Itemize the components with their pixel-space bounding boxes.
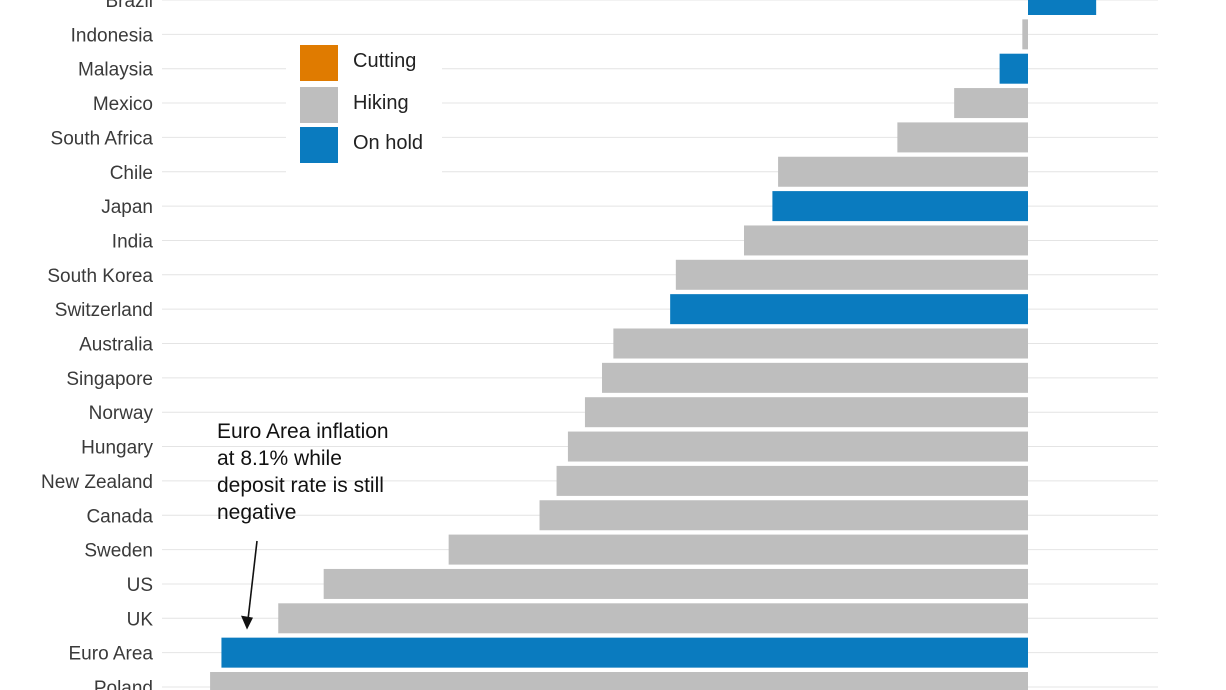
annotation-line-4: negative (217, 501, 296, 524)
bar-mexico (954, 88, 1028, 119)
annotation: Euro Area inflation at 8.1% while deposit … (217, 420, 389, 630)
category-label-new-zealand: New Zealand (41, 472, 153, 493)
legend-label-on-hold: On hold (353, 132, 423, 154)
legend: Cutting Hiking On hold (286, 35, 442, 175)
legend-swatch-on-hold (300, 127, 338, 163)
category-label-mexico: Mexico (93, 94, 153, 115)
category-label-singapore: Singapore (66, 369, 153, 390)
annotation-line-3: deposit rate is still (217, 474, 384, 497)
category-label-australia: Australia (79, 335, 153, 356)
bar-new-zealand (556, 465, 1028, 496)
bar-indonesia (1022, 19, 1028, 50)
category-label-sweden: Sweden (84, 541, 153, 562)
category-label-indonesia: Indonesia (71, 25, 154, 46)
legend-label-cutting: Cutting (353, 50, 416, 72)
category-label-uk: UK (127, 609, 154, 630)
bar-hungary (567, 431, 1028, 462)
category-label-euro-area: Euro Area (69, 644, 154, 665)
bar-uk (278, 603, 1028, 634)
bar-malaysia (999, 53, 1028, 84)
annotation-arrow-head (241, 615, 253, 630)
category-label-norway: Norway (89, 403, 154, 424)
category-label-canada: Canada (86, 506, 153, 527)
bar-switzerland (670, 294, 1028, 325)
legend-label-hiking: Hiking (353, 92, 409, 114)
bar-brazil (1028, 0, 1097, 15)
bar-chile (778, 156, 1028, 187)
bar-canada (539, 500, 1028, 531)
category-label-brazil: Brazil (105, 0, 153, 12)
bar-south-africa (897, 122, 1028, 153)
category-label-hungary: Hungary (81, 438, 153, 459)
category-label-chile: Chile (110, 163, 153, 184)
category-label-malaysia: Malaysia (78, 60, 153, 81)
bar-india (744, 225, 1028, 256)
bar-us (323, 568, 1028, 599)
category-label-us: US (127, 575, 153, 596)
bar-euro-area (221, 637, 1028, 668)
bar-japan (772, 191, 1028, 222)
category-label-india: India (112, 231, 154, 252)
bars (210, 0, 1097, 690)
bar-norway (584, 397, 1028, 428)
bar-poland (210, 672, 1028, 690)
bar-sweden (448, 534, 1028, 565)
category-label-japan: Japan (101, 197, 153, 218)
annotation-line-2: at 8.1% while (217, 447, 342, 470)
bar-south-korea (675, 259, 1028, 290)
bar-australia (613, 328, 1028, 359)
category-label-switzerland: Switzerland (55, 300, 153, 321)
legend-swatch-cutting (300, 45, 338, 81)
annotation-arrow-line (247, 540, 258, 620)
category-label-south-korea: South Korea (47, 266, 153, 287)
category-label-poland: Poland (94, 678, 153, 690)
category-labels: Brazil Indonesia Malaysia Mexico South Afric… (41, 0, 153, 690)
annotation-line-1: Euro Area inflation (217, 420, 389, 443)
legend-swatch-hiking (300, 87, 338, 123)
category-label-south-africa: South Africa (51, 128, 154, 149)
bar-singapore (602, 362, 1028, 393)
